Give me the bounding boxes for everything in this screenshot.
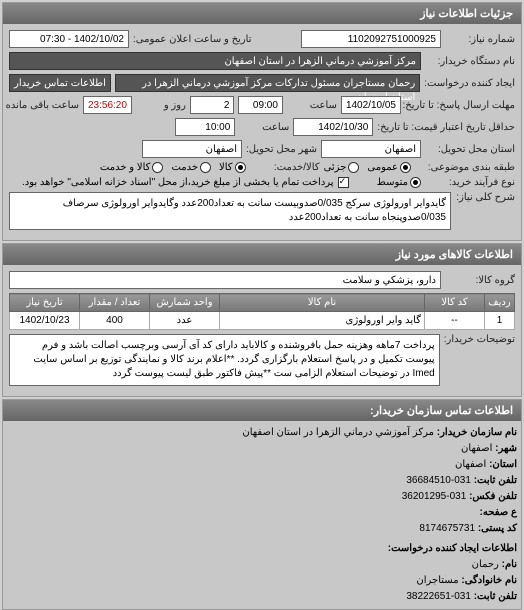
col-name: نام کالا — [220, 294, 425, 312]
org-value: مرکز آموزشي درماني الزهرا در استان اصفها… — [242, 427, 434, 438]
req-creator-title: اطلاعات ایجاد کننده درخواست: — [7, 541, 517, 557]
state-value: اصفهان — [455, 459, 486, 470]
desc-label: شرح کلی نیاز: — [455, 192, 515, 203]
phone2-label: تلفن ثابت: — [474, 591, 517, 602]
name-value: رحمان — [472, 559, 499, 570]
days-field: 2 — [190, 96, 235, 114]
fax-label: تلفن فکس: — [469, 491, 517, 502]
goods-panel: اطلاعات کالاهای مورد نیاز گروه کالا: دار… — [2, 243, 522, 397]
req-no-label: شماره نیاز: — [445, 34, 515, 45]
col-unit: واحد شمارش — [150, 294, 220, 312]
need-details-panel: جزئیات اطلاعات نیاز شماره نیاز: 11020927… — [2, 2, 522, 241]
deadline-time: 09:00 — [238, 96, 283, 114]
phone-value: 031-36684510 — [406, 475, 471, 486]
name-label: نام: — [502, 559, 517, 570]
table-row[interactable]: 1 -- گاید وایر اورولوژی عدد 400 1402/10/… — [10, 312, 515, 330]
notes-label: توضیحات خریدار: — [444, 334, 515, 345]
phone2-value: 031-38222651 — [406, 591, 471, 602]
post-label: کد پستی: — [478, 523, 517, 534]
goods-panel-header: اطلاعات کالاهای مورد نیاز — [3, 244, 521, 265]
time-label-1: ساعت — [287, 100, 337, 111]
col-code: کد کالا — [425, 294, 485, 312]
col-qty: تعداد / مقدار — [80, 294, 150, 312]
group-label: گروه کالا: — [445, 275, 515, 286]
delivery-state-label: استان محل تحویل: — [425, 144, 515, 155]
group-field: دارو، پزشکي و سلامت — [9, 271, 441, 289]
creator-label: ایجاد کننده درخواست: — [424, 78, 515, 89]
treasury-checkbox[interactable] — [338, 177, 349, 188]
post-value: 8174675731 — [419, 523, 475, 534]
notes-field: پرداخت 7ماهه وهزینه حمل بافروشنده و کالا… — [9, 334, 440, 386]
buyer-field: مرکز آموزشي درماني الزهرا در استان اصفها… — [9, 52, 421, 70]
delivery-state: اصفهان — [321, 140, 421, 158]
valid-time: 10:00 — [175, 118, 235, 136]
kind-radio-goods[interactable] — [235, 162, 246, 173]
col-row: ردیف — [485, 294, 515, 312]
family-value: مستاجران — [416, 575, 458, 586]
req-no-field: 1102092751000925 — [301, 30, 441, 48]
valid-label: حداقل تاریخ اعتبار قیمت: تا تاریخ: — [377, 122, 515, 133]
fax-value: 031-36201295 — [402, 491, 467, 502]
remain-time: 23:56:20 — [83, 96, 132, 114]
process-label: نوع فرآیند خرید: — [425, 177, 515, 188]
branch-label: ع صفحه: — [480, 507, 517, 518]
delivery-city-label: شهر محل تحویل: — [246, 144, 317, 155]
state-label: استان: — [489, 459, 517, 470]
phone-label: تلفن ثابت: — [474, 475, 517, 486]
family-label: نام خانوادگی: — [461, 575, 517, 586]
announce-field: 1402/10/02 - 07:30 — [9, 30, 129, 48]
buyer-label: نام دستگاه خریدار: — [425, 56, 515, 67]
deadline-label: مهلت ارسال پاسخ: تا تاریخ: — [405, 100, 515, 111]
desc-field: گایدوایر اورولوژی سرکج 0/035صدوبیست سانت… — [9, 192, 451, 230]
creator-field: رحمان مستاجران مسئول تدارکات مرکز آموزشي… — [115, 74, 420, 92]
contact-panel-header: اطلاعات تماس سازمان خریدار: — [3, 400, 521, 421]
kind-radio-service[interactable] — [200, 162, 211, 173]
kind-radio-group: کالا خدمت کالا و خدمت — [100, 162, 246, 173]
announce-label: تاریخ و ساعت اعلان عمومی: — [133, 34, 252, 45]
valid-date: 1402/10/30 — [293, 118, 373, 136]
city-label: شهر: — [495, 443, 517, 454]
kind-radio-both[interactable] — [152, 162, 163, 173]
budget-radio-group: عمومی جزئی — [324, 162, 411, 173]
deadline-date: 1402/10/05 — [341, 96, 401, 114]
time-label-2: ساعت — [239, 122, 289, 133]
col-date: تاریخ نیاز — [10, 294, 80, 312]
days-label: روز و — [136, 100, 186, 111]
panel-header: جزئیات اطلاعات نیاز — [3, 3, 521, 24]
org-label: نام سازمان خریدار: — [437, 427, 517, 438]
goods-table: ردیف کد کالا نام کالا واحد شمارش تعداد /… — [9, 293, 515, 330]
item-label: کالا/خدمت: — [250, 162, 320, 173]
contact-panel: اطلاعات تماس سازمان خریدار: نام سازمان خ… — [2, 399, 522, 610]
process-note: پرداخت تمام یا بخشی از مبلغ خرید،از محل … — [22, 177, 334, 188]
remain-label: ساعت باقی مانده — [9, 100, 79, 111]
contact-link[interactable]: اطلاعات تماس خریدار — [9, 74, 111, 92]
delivery-city: اصفهان — [142, 140, 242, 158]
process-radio-medium[interactable] — [410, 177, 421, 188]
budget-radio-partial[interactable] — [348, 162, 359, 173]
budget-radio-general[interactable] — [400, 162, 411, 173]
city-value: اصفهان — [461, 443, 492, 454]
budget-label: طبقه بندی موضوعی: — [415, 162, 515, 173]
